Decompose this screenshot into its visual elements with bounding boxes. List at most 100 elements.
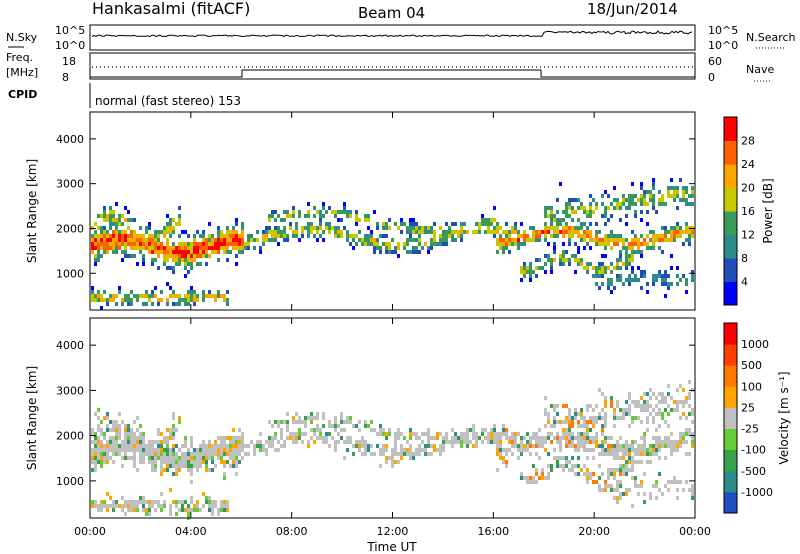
data-cell	[208, 452, 211, 456]
data-cell	[298, 432, 301, 436]
data-cell	[454, 432, 457, 436]
data-cell	[586, 408, 589, 412]
data-cell	[544, 424, 547, 428]
data-cell	[196, 468, 199, 472]
data-cell	[637, 198, 640, 202]
data-cell	[166, 222, 169, 226]
data-cell	[307, 234, 310, 238]
data-cell	[349, 436, 352, 440]
data-cell	[613, 456, 616, 460]
data-cell	[634, 460, 637, 464]
data-cell	[673, 186, 676, 190]
data-cell	[562, 250, 565, 254]
data-cell	[652, 186, 655, 190]
data-cell	[268, 230, 271, 234]
data-cell	[574, 258, 577, 262]
data-cell	[202, 242, 205, 246]
data-cell	[106, 452, 109, 456]
data-cell	[409, 432, 412, 436]
data-cell	[175, 460, 178, 464]
data-cell	[127, 218, 130, 222]
data-cell	[406, 448, 409, 452]
data-cell	[622, 194, 625, 198]
data-cell	[130, 504, 133, 508]
data-cell	[241, 448, 244, 452]
data-cell	[94, 468, 97, 472]
colorbar-swatch	[724, 386, 737, 408]
data-cell	[667, 384, 670, 388]
data-cell	[307, 444, 310, 448]
data-cell	[334, 428, 337, 432]
data-cell	[610, 400, 613, 404]
data-cell	[409, 448, 412, 452]
data-cell	[301, 420, 304, 424]
data-cell	[202, 504, 205, 508]
data-cell	[454, 238, 457, 242]
data-cell	[247, 242, 250, 246]
data-cell	[163, 246, 166, 250]
data-cell	[460, 238, 463, 242]
data-cell	[613, 416, 616, 420]
data-cell	[382, 444, 385, 448]
data-cell	[493, 424, 496, 428]
data-cell	[178, 262, 181, 266]
data-cell	[91, 468, 94, 472]
data-cell	[187, 508, 190, 512]
colorbar-swatch	[724, 407, 737, 430]
data-cell	[313, 440, 316, 444]
data-cell	[325, 436, 328, 440]
data-cell	[652, 194, 655, 198]
data-cell	[358, 440, 361, 444]
data-cell	[142, 432, 145, 436]
data-cell	[625, 206, 628, 210]
data-cell	[187, 262, 190, 266]
data-cell	[100, 230, 103, 234]
data-cell	[172, 448, 175, 452]
data-cell	[238, 440, 241, 444]
data-cell	[298, 428, 301, 432]
data-cell	[91, 250, 94, 254]
data-cell	[520, 444, 523, 448]
data-cell	[139, 440, 142, 444]
data-cell	[682, 186, 685, 190]
data-cell	[559, 436, 562, 440]
data-cell	[292, 206, 295, 210]
data-cell	[256, 238, 259, 242]
data-cell	[145, 508, 148, 512]
data-cell	[547, 476, 550, 480]
data-cell	[637, 400, 640, 404]
data-cell	[661, 492, 664, 496]
data-cell	[643, 500, 646, 504]
data-cell	[607, 476, 610, 480]
data-cell	[250, 440, 253, 444]
data-cell	[505, 234, 508, 238]
data-cell	[589, 436, 592, 440]
data-cell	[634, 440, 637, 444]
data-cell	[685, 282, 688, 286]
data-cell	[631, 242, 634, 246]
data-cell	[586, 424, 589, 428]
data-cell	[205, 448, 208, 452]
data-cell	[358, 230, 361, 234]
data-cell	[661, 416, 664, 420]
data-cell	[610, 290, 613, 294]
data-cell	[106, 230, 109, 234]
data-cell	[127, 448, 130, 452]
data-cell	[394, 432, 397, 436]
data-cell	[565, 226, 568, 230]
data-cell	[346, 420, 349, 424]
data-cell	[244, 444, 247, 448]
data-cell	[124, 444, 127, 448]
data-cell	[328, 230, 331, 234]
data-cell	[568, 230, 571, 234]
data-cell	[160, 448, 163, 452]
colorbar-frame	[723, 116, 738, 306]
data-cell	[499, 448, 502, 452]
data-cell	[631, 420, 634, 424]
data-cell	[613, 444, 616, 448]
data-cell	[166, 440, 169, 444]
data-cell	[418, 250, 421, 254]
data-cell	[319, 218, 322, 222]
data-cell	[421, 440, 424, 444]
